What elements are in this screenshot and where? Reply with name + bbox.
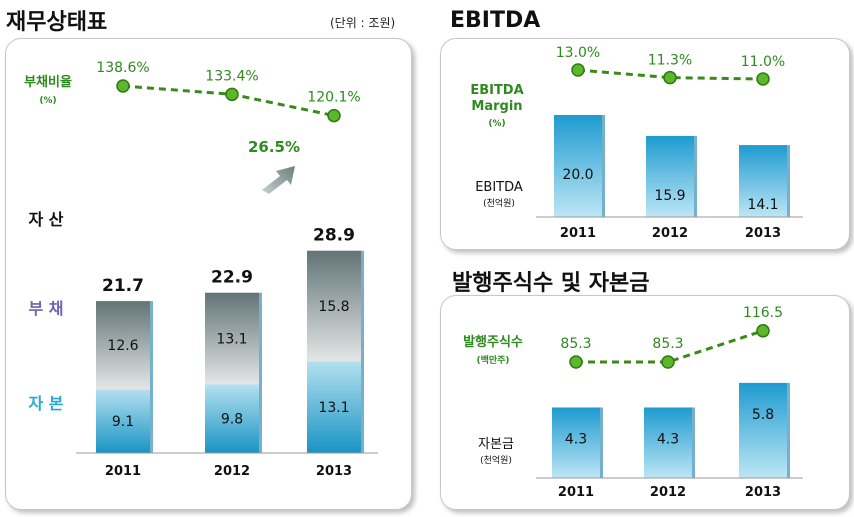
debt-ratio-label: 부채비율: [24, 74, 72, 90]
debt-value-label: 15.8: [318, 299, 349, 315]
equity-bar: [205, 384, 259, 453]
x-tick-label: 2012: [214, 464, 250, 479]
line-marker: [571, 63, 585, 77]
line-series: [577, 68, 764, 81]
line-marker: [661, 355, 675, 369]
bar-side-shade: [600, 407, 603, 478]
line-data-label: 133.4%: [205, 68, 258, 84]
ebitda-series-label: EBITDA: [475, 180, 523, 195]
line-data-label: 85.3: [652, 336, 683, 352]
capital-value-label: 4.3: [657, 431, 679, 447]
line-marker: [116, 79, 130, 93]
ebitda-value-label: 20.0: [562, 167, 593, 183]
growth-arrow: [262, 166, 295, 194]
debt-value-label: 12.6: [107, 338, 138, 354]
line-data-label: 11.0%: [741, 54, 785, 70]
total-value-label: 21.7: [102, 276, 144, 296]
bar-side-shade: [787, 145, 790, 217]
capital-value-label: 4.3: [565, 431, 587, 447]
x-tick-label: 2013: [316, 464, 352, 479]
equity-value-label: 9.1: [112, 414, 134, 430]
line-marker: [756, 324, 770, 338]
line-marker: [225, 87, 239, 102]
x-tick-label: 2012: [652, 226, 688, 241]
bar-side-shade: [259, 292, 262, 453]
ebitda-bar: [646, 135, 694, 217]
balance-sheet-panel: 부채비율 (%) 자 산 부 채 자 본 9.1 12.6 21.7 2011 9.8 1…: [5, 38, 412, 510]
balance-sheet-chart: 부채비율 (%) 자 산 부 채 자 본 9.1 12.6 21.7 2011 9.8 1…: [24, 60, 378, 479]
ebitda-panel: EBITDA Margin (%) EBITDA (천억원) 20.0 2011 1…: [440, 38, 850, 250]
line-data-label: 138.6%: [96, 60, 149, 76]
bar-side-shade: [694, 135, 697, 217]
ebitda-margin-unit: (%): [488, 119, 505, 129]
debt-bar: [96, 301, 150, 390]
line-data-label: 120.1%: [307, 90, 360, 106]
total-value-label: 22.9: [211, 268, 253, 288]
shares-capital-title: 발행주식수 및 자본금: [452, 271, 650, 296]
bar-side-shade: [602, 115, 605, 217]
shares-capital-panel: 발행주식수 (백만주) 자본금 (천억원) 4.3 2011 4.3 2012 5.8 2…: [440, 295, 850, 510]
x-tick-label: 2013: [745, 485, 781, 500]
shares-label: 발행주식수: [463, 334, 523, 350]
x-tick-label: 2011: [560, 226, 596, 241]
capital-value-label: 5.8: [752, 407, 774, 423]
line-data-label: 11.3%: [648, 53, 692, 69]
equity-value-label: 13.1: [318, 400, 349, 416]
x-tick-label: 2012: [650, 485, 686, 500]
capital-bar: [552, 407, 600, 478]
line-series: [576, 329, 764, 364]
total-value-label: 28.9: [313, 226, 355, 246]
equity-value-label: 9.8: [221, 412, 243, 428]
debt-label: 부 채: [28, 299, 63, 318]
debt-bar: [307, 250, 361, 362]
ebitda-bar: [554, 115, 602, 217]
line-data-label: 13.0%: [556, 45, 600, 61]
ebitda-series-unit: (천억원): [483, 197, 515, 209]
ebitda-value-label: 15.9: [654, 188, 685, 204]
line-data-label: 85.3: [560, 336, 591, 352]
line-data-label: 116.5: [743, 305, 783, 321]
ebitda-margin-label-line1: EBITDA: [470, 83, 523, 98]
ebitda-value-label: 14.1: [747, 197, 778, 213]
bar-side-shade: [692, 407, 695, 478]
equity-bar: [307, 361, 361, 453]
debt-value-label: 13.1: [216, 332, 247, 348]
bar-side-shade: [787, 382, 790, 478]
growth-annotation: 26.5%: [248, 138, 300, 156]
balance-sheet-title: 재무상태표: [6, 10, 108, 35]
ebitda-chart: EBITDA Margin (%) EBITDA (천억원) 20.0 2011 1…: [470, 45, 803, 241]
assets-label: 자 산: [28, 210, 63, 229]
bar-side-shade: [150, 301, 153, 453]
line-marker: [569, 355, 583, 369]
equity-bar: [96, 389, 150, 453]
ebitda-bar: [739, 145, 787, 217]
bar-side-shade: [361, 250, 364, 453]
shares-unit: (백만주): [476, 354, 509, 366]
capital-bar: [739, 382, 787, 478]
x-tick-label: 2013: [745, 226, 781, 241]
ebitda-margin-label-line2: Margin: [471, 99, 522, 114]
capital-series-label: 자본금: [478, 437, 514, 452]
x-tick-label: 2011: [558, 485, 594, 500]
line-marker: [756, 72, 770, 86]
unit-note: (단위 : 조원): [330, 16, 396, 30]
capital-bar: [644, 407, 692, 478]
line-marker: [327, 108, 341, 123]
line-marker: [663, 70, 677, 85]
capital-series-unit: (천억원): [480, 454, 512, 466]
equity-label: 자 본: [28, 394, 63, 413]
shares-capital-chart: 발행주식수 (백만주) 자본금 (천억원) 4.3 2011 4.3 2012 5.8 2…: [463, 305, 803, 500]
ebitda-title: EBITDA: [450, 8, 541, 33]
debt-bar: [205, 292, 259, 385]
debt-ratio-unit: (%): [39, 96, 56, 106]
x-tick-label: 2011: [105, 464, 141, 479]
